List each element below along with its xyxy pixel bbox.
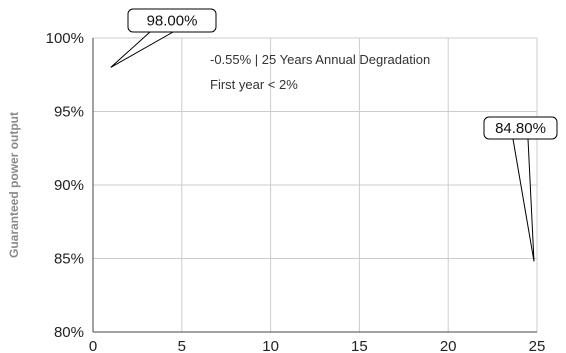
y-axis-label: Guaranteed power output — [7, 112, 21, 258]
x-tick-label: 5 — [178, 338, 186, 353]
callouts: 98.00% 84.80% — [110, 8, 558, 262]
y-tick-label: 80% — [54, 324, 84, 341]
x-tick-label: 20 — [440, 338, 457, 353]
callout-pointer — [110, 31, 175, 68]
callout-box — [483, 116, 558, 140]
x-tick-label: 15 — [351, 338, 368, 353]
y-tick-label: 90% — [54, 177, 84, 194]
callout-label: 84.80% — [495, 120, 546, 137]
y-tick-labels: 80% 85% 90% 95% 100% — [46, 30, 84, 341]
callout-label: 98.00% — [147, 13, 198, 30]
grid-lines — [93, 37, 538, 332]
x-tick-label: 0 — [89, 338, 97, 353]
callout-pointer — [512, 138, 535, 262]
y-tick-label: 85% — [54, 251, 84, 268]
annotation-degradation: -0.55% | 25 Years Annual Degradation — [210, 52, 430, 67]
annotation-first-year: First year < 2% — [210, 77, 298, 92]
x-tick-label: 25 — [529, 338, 546, 353]
axes — [92, 38, 537, 333]
y-tick-label: 95% — [54, 104, 84, 121]
y-tick-label: 100% — [46, 30, 84, 47]
x-tick-labels: 0 5 10 15 20 25 — [89, 338, 546, 353]
callout-box — [127, 8, 217, 33]
x-tick-label: 10 — [262, 338, 279, 353]
